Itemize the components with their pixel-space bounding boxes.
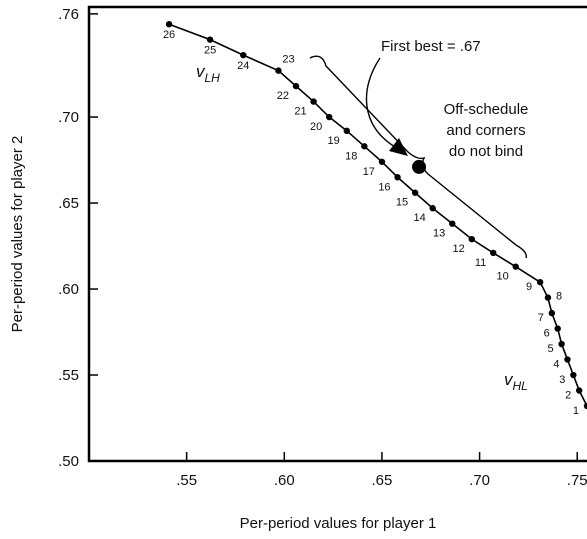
- y-tick-label: .70: [58, 109, 79, 126]
- x-axis-title: Per-period values for player 1: [240, 515, 437, 532]
- x-axis-ticks: .55 .60 .65 .70 .75: [176, 452, 587, 489]
- point-label: 22: [277, 90, 289, 102]
- y-tick-label: .76: [58, 6, 79, 23]
- point-labels: 1234567891011121314151617181920212223242…: [163, 29, 579, 417]
- frontier-point: [429, 205, 436, 212]
- curve-label-hl: vHL: [504, 370, 528, 393]
- point-label: 14: [413, 212, 425, 224]
- point-label: 6: [544, 328, 550, 340]
- frontier-point: [411, 189, 419, 196]
- point-label: 4: [553, 359, 559, 371]
- y-axis-title: Per-period values for player 2: [9, 136, 26, 333]
- point-label: 3: [559, 374, 565, 386]
- y-tick-label: .50: [58, 453, 79, 470]
- frontier-point: [575, 387, 583, 394]
- point-label: 8: [556, 291, 562, 303]
- point-label: 25: [204, 45, 216, 57]
- frontier-point: [548, 309, 556, 317]
- point-label: 18: [345, 150, 357, 162]
- first-best-label: First best = .67: [381, 38, 481, 55]
- curve-label-lh: vLH: [196, 62, 220, 85]
- x-tick-label: .60: [274, 472, 295, 489]
- point-label: 24: [237, 60, 249, 72]
- bracket: [309, 55, 527, 259]
- frontier-point: [275, 67, 282, 74]
- x-tick-label: .55: [176, 472, 197, 489]
- frontier-point: [490, 249, 497, 257]
- frontier-point: [310, 98, 317, 105]
- frontier-point: [512, 263, 519, 270]
- point-label: 16: [378, 181, 390, 193]
- point-label: 1: [573, 405, 579, 417]
- point-label: 26: [163, 29, 175, 41]
- point-label: 10: [496, 271, 508, 283]
- frontier-points: [165, 20, 587, 410]
- point-label: 9: [526, 281, 532, 293]
- first-best-arrow-curve: [365, 57, 396, 148]
- frontier-point: [394, 174, 401, 181]
- point-label: 2: [565, 389, 571, 401]
- frontier-point: [343, 127, 350, 135]
- frontier-point: [558, 340, 565, 348]
- frontier-point: [570, 371, 577, 379]
- frontier-point: [583, 402, 587, 410]
- x-tick-label: .75: [567, 472, 587, 489]
- frontier-point: [165, 20, 173, 28]
- x-tick-label: .65: [372, 472, 393, 489]
- first-best-arrowhead: [389, 138, 408, 156]
- point-label: 21: [294, 106, 306, 118]
- y-tick-label: .65: [58, 195, 79, 212]
- point-label: 5: [547, 343, 553, 355]
- y-tick-label: .60: [58, 281, 79, 298]
- bracket-note-line-3: do not bind: [449, 143, 523, 160]
- frontier-point: [554, 325, 561, 332]
- y-axis-ticks: .50 .55 .60 .65 .70 .76: [58, 6, 98, 470]
- point-label: 19: [328, 135, 340, 147]
- x-tick-label: .70: [469, 472, 490, 489]
- point-label: 20: [310, 121, 322, 133]
- frontier-point: [564, 356, 571, 363]
- frontier-point: [468, 235, 475, 243]
- bracket-note-line-1: Off-schedule: [444, 101, 529, 118]
- bracket-note-line-2: and corners: [446, 122, 525, 139]
- frontier-point: [536, 278, 544, 286]
- frontier-point: [326, 113, 333, 121]
- frontier-point: [449, 220, 456, 227]
- point-label: 7: [538, 312, 544, 324]
- point-label: 15: [396, 197, 408, 209]
- point-label: 11: [475, 257, 486, 269]
- point-label: 13: [433, 228, 445, 240]
- frontier-point: [206, 36, 214, 43]
- point-label: 23: [282, 54, 294, 66]
- frontier-point: [378, 158, 386, 165]
- plot-frame: [87, 5, 587, 463]
- frontier-point: [240, 51, 247, 59]
- point-label: 17: [363, 166, 375, 178]
- frontier-point: [361, 143, 368, 150]
- point-label: 12: [453, 243, 465, 255]
- frontier-line: [168, 23, 587, 407]
- y-tick-label: .55: [58, 367, 79, 384]
- frontier-point: [544, 294, 552, 301]
- frontier-point: [292, 82, 300, 90]
